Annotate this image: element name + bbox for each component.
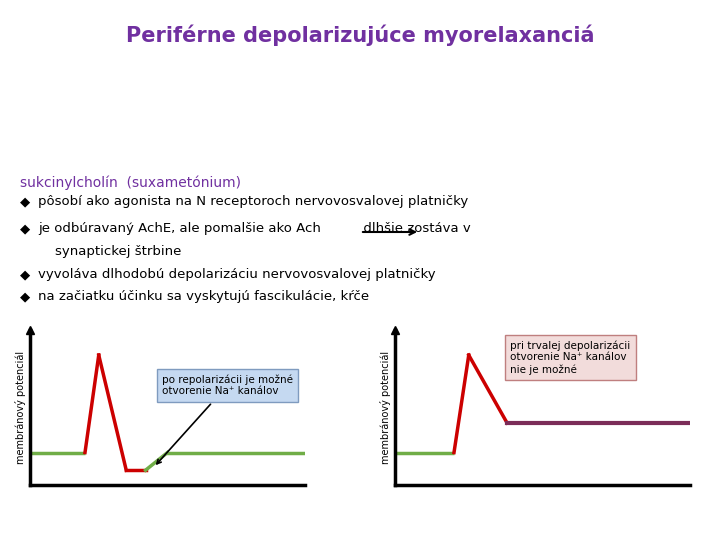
Text: po repolarizácii je možné
otvorenie Na⁺ kanálov: po repolarizácii je možné otvorenie Na⁺ …: [157, 374, 293, 464]
Y-axis label: membránový potenciál: membránový potenciál: [380, 351, 391, 464]
Text: ◆: ◆: [20, 268, 30, 281]
Text: synaptickej štrbine: synaptickej štrbine: [38, 245, 181, 258]
Text: Periférne depolarizujúce myorelaxanciá: Periférne depolarizujúce myorelaxanciá: [126, 25, 594, 46]
Text: je odbúravaný AchE, ale pomalšie ako Ach          dlhšie zostáva v: je odbúravaný AchE, ale pomalšie ako Ach…: [38, 222, 471, 235]
Text: sukcinylcholín  (suxametónium): sukcinylcholín (suxametónium): [20, 175, 241, 190]
Text: ◆: ◆: [20, 222, 30, 235]
Text: na začiatku účinku sa vyskytujú fascikulácie, kŕče: na začiatku účinku sa vyskytujú fascikul…: [38, 290, 369, 303]
Text: ◆: ◆: [20, 195, 30, 208]
Text: pôsobí ako agonista na N receptoroch nervovosvalovej platničky: pôsobí ako agonista na N receptoroch ner…: [38, 195, 468, 208]
Text: vyvoláva dlhodobú depolarizáciu nervovosvalovej platničky: vyvoláva dlhodobú depolarizáciu nervovos…: [38, 268, 436, 281]
Y-axis label: membránový potenciál: membránový potenciál: [15, 351, 26, 464]
Text: pri trvalej depolarizácii
otvorenie Na⁺ kanálov
nie je možné: pri trvalej depolarizácii otvorenie Na⁺ …: [510, 340, 630, 375]
Text: ◆: ◆: [20, 290, 30, 303]
